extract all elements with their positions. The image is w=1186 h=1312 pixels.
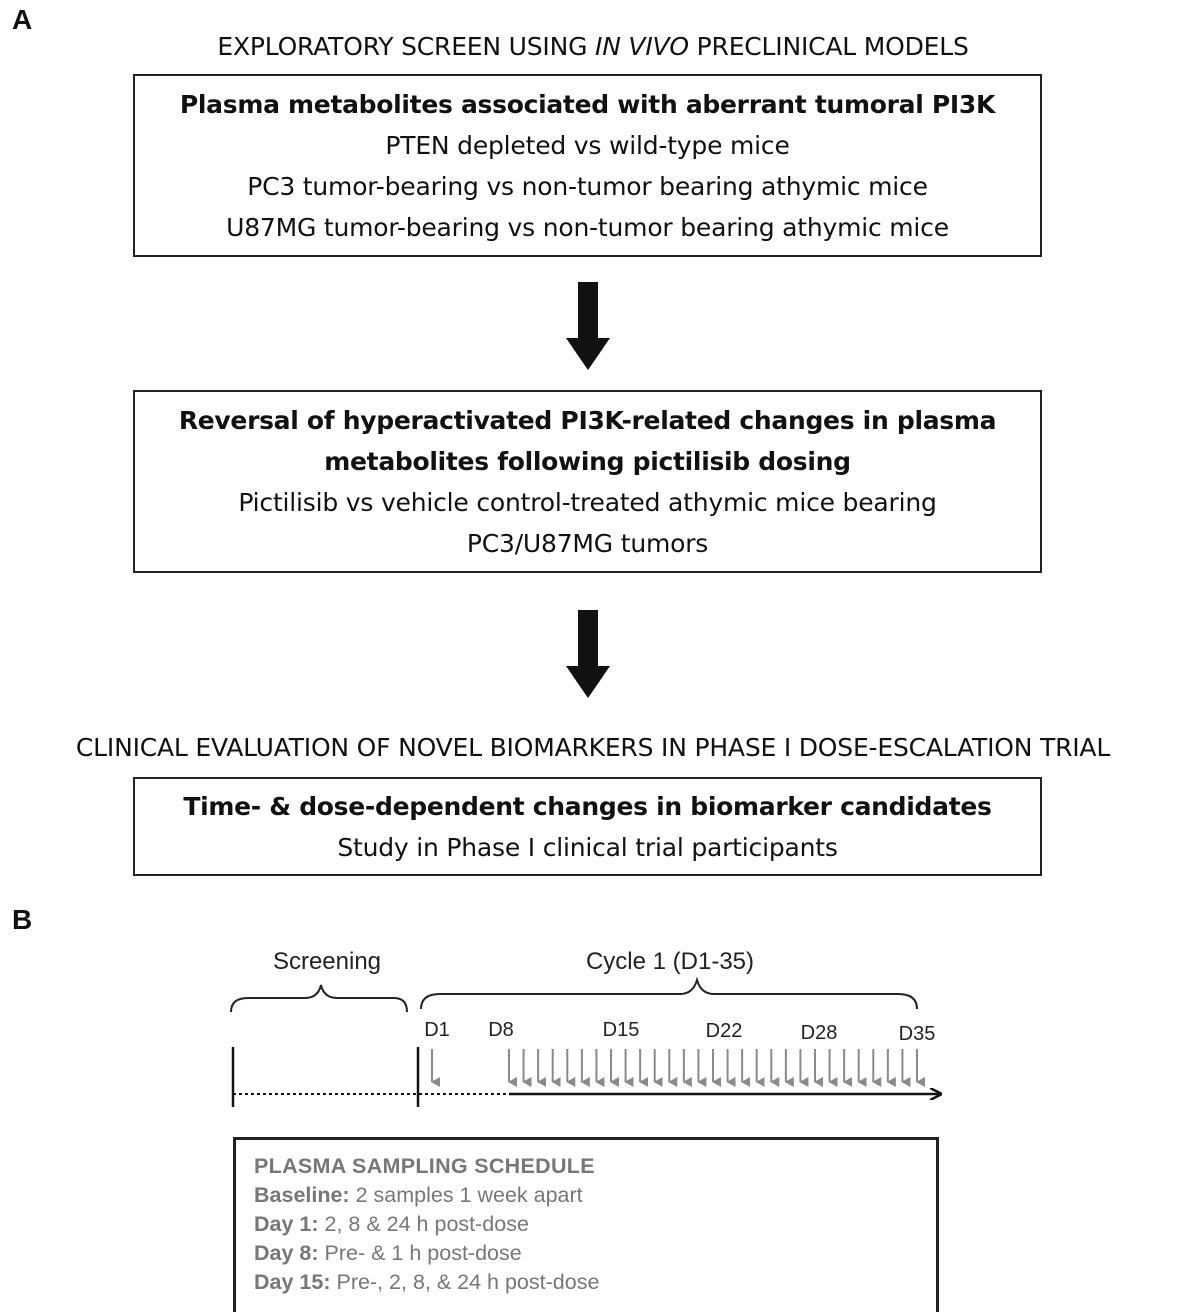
box2-line-1: Pictilisib vs vehicle control-treated at… bbox=[238, 488, 937, 517]
plasma-sampling-schedule-box: PLASMA SAMPLING SCHEDULE Baseline: 2 sam… bbox=[233, 1137, 939, 1312]
schedule-text: 2, 8 & 24 h post-dose bbox=[318, 1212, 529, 1236]
schedule-row-baseline: Baseline: 2 samples 1 week apart bbox=[254, 1181, 936, 1210]
box1-line-2: PC3 tumor-bearing vs non-tumor bearing a… bbox=[247, 172, 928, 201]
box-plasma-metabolites: Plasma metabolites associated with aberr… bbox=[133, 74, 1042, 257]
box1-title: Plasma metabolites associated with aberr… bbox=[179, 90, 996, 119]
box3-line: Study in Phase I clinical trial particip… bbox=[337, 833, 838, 862]
box1-line-3: U87MG tumor-bearing vs non-tumor bearing… bbox=[226, 213, 949, 242]
day-label-d35: D35 bbox=[899, 1023, 936, 1045]
exploratory-screen-heading: EXPLORATORY SCREEN USING IN VIVO PRECLIN… bbox=[0, 32, 1186, 61]
schedule-row-day8: Day 8: Pre- & 1 h post-dose bbox=[254, 1239, 936, 1268]
schedule-text: Pre- & 1 h post-dose bbox=[318, 1241, 522, 1265]
box3-title: Time- & dose-dependent changes in biomar… bbox=[183, 792, 992, 821]
cycle-label: Cycle 1 (D1-35) bbox=[586, 948, 754, 975]
day-label-d8: D8 bbox=[488, 1019, 514, 1041]
down-arrow-2 bbox=[566, 610, 610, 698]
schedule-label: Day 1: bbox=[254, 1212, 319, 1236]
schedule-text: 2 samples 1 week apart bbox=[349, 1183, 583, 1207]
box-reversal: Reversal of hyperactivated PI3K-related … bbox=[133, 390, 1042, 573]
screening-label: Screening bbox=[273, 948, 381, 975]
box-time-dose: Time- & dose-dependent changes in biomar… bbox=[133, 777, 1042, 876]
box2-title-line-2: metabolites following pictilisib dosing bbox=[324, 447, 851, 476]
box1-line-1: PTEN depleted vs wild-type mice bbox=[385, 131, 790, 160]
heading-post: PRECLINICAL MODELS bbox=[688, 32, 969, 61]
box2-line-2: PC3/U87MG tumors bbox=[466, 529, 709, 558]
panel-b-letter: B bbox=[12, 904, 33, 935]
day-label-d22: D22 bbox=[706, 1020, 743, 1042]
down-arrow-1 bbox=[566, 282, 610, 370]
schedule-row-day1: Day 1: 2, 8 & 24 h post-dose bbox=[254, 1210, 936, 1239]
day-label-d28: D28 bbox=[801, 1022, 838, 1044]
day-label-d15: D15 bbox=[603, 1019, 640, 1041]
day-label-d1: D1 bbox=[424, 1019, 450, 1041]
heading-italic: IN VIVO bbox=[595, 32, 689, 61]
cycle-brace bbox=[420, 976, 918, 1010]
panel-a-letter: A bbox=[12, 4, 33, 35]
schedule-label: Day 8: bbox=[254, 1241, 319, 1265]
heading-pre: EXPLORATORY SCREEN USING bbox=[217, 32, 596, 61]
schedule-label: Day 15: bbox=[254, 1270, 331, 1294]
schedule-text: Pre-, 2, 8, & 24 h post-dose bbox=[330, 1270, 600, 1294]
schedule-title: PLASMA SAMPLING SCHEDULE bbox=[254, 1154, 595, 1178]
schedule-row-day15: Day 15: Pre-, 2, 8, & 24 h post-dose bbox=[254, 1268, 936, 1297]
box2-title-line-1: Reversal of hyperactivated PI3K-related … bbox=[178, 406, 997, 435]
sampling-arrows-group bbox=[508, 1049, 925, 1087]
screening-brace bbox=[230, 984, 408, 1013]
schedule-label: Baseline: bbox=[254, 1183, 350, 1207]
clinical-evaluation-heading: CLINICAL EVALUATION OF NOVEL BIOMARKERS … bbox=[75, 733, 1111, 762]
